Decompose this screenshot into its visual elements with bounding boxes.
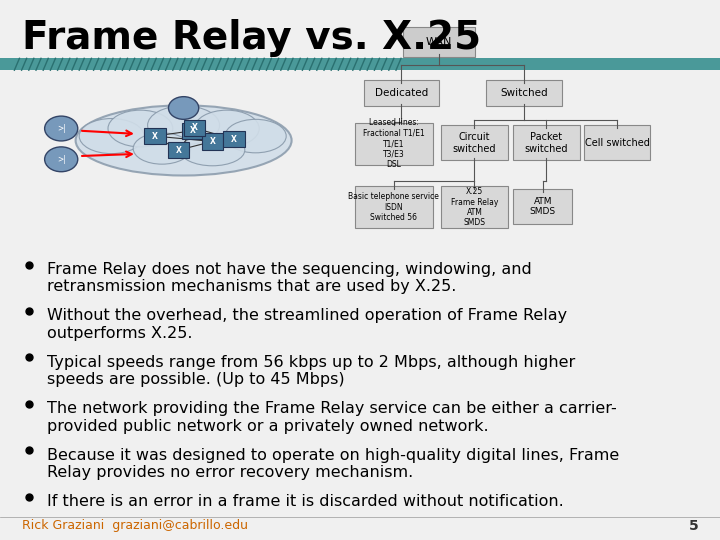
Circle shape — [45, 116, 78, 141]
FancyBboxPatch shape — [355, 186, 433, 228]
Ellipse shape — [108, 110, 173, 147]
Text: Frame Relay does not have the sequencing, windowing, and
retransmission mechanis: Frame Relay does not have the sequencing… — [47, 262, 531, 294]
Ellipse shape — [79, 118, 144, 153]
Ellipse shape — [133, 133, 191, 164]
Text: Dedicated: Dedicated — [375, 89, 428, 98]
Circle shape — [45, 147, 78, 172]
Text: >|: >| — [57, 155, 66, 164]
FancyBboxPatch shape — [168, 142, 189, 158]
FancyBboxPatch shape — [202, 133, 223, 150]
Text: X: X — [210, 137, 215, 146]
Text: X: X — [176, 146, 181, 154]
Ellipse shape — [148, 106, 220, 145]
FancyBboxPatch shape — [441, 186, 508, 228]
Ellipse shape — [76, 105, 292, 176]
Text: Basic telephone service
ISDN
Switched 56: Basic telephone service ISDN Switched 56 — [348, 192, 439, 222]
Text: ATM
SMDS: ATM SMDS — [530, 197, 556, 216]
FancyBboxPatch shape — [486, 80, 562, 106]
FancyBboxPatch shape — [223, 131, 245, 147]
Text: If there is an error in a frame it is discarded without notification.: If there is an error in a frame it is di… — [47, 494, 564, 509]
FancyBboxPatch shape — [182, 123, 204, 139]
FancyBboxPatch shape — [513, 125, 580, 160]
Text: 5: 5 — [688, 519, 698, 533]
Ellipse shape — [194, 110, 259, 147]
Text: Circuit
switched: Circuit switched — [453, 132, 496, 154]
Text: X: X — [231, 135, 237, 144]
Ellipse shape — [180, 134, 245, 166]
Text: Rick Graziani  graziani@cabrillo.edu: Rick Graziani graziani@cabrillo.edu — [22, 519, 248, 532]
FancyBboxPatch shape — [584, 125, 650, 160]
Text: Because it was designed to operate on high-quality digital lines, Frame
Relay pr: Because it was designed to operate on hi… — [47, 448, 619, 480]
Text: WAN: WAN — [426, 37, 452, 47]
Text: X: X — [192, 124, 197, 132]
Text: Typical speeds range from 56 kbps up to 2 Mbps, although higher
speeds are possi: Typical speeds range from 56 kbps up to … — [47, 355, 575, 387]
Text: X: X — [190, 126, 196, 135]
FancyBboxPatch shape — [144, 128, 166, 144]
Text: X.25
Frame Relay
ATM
SMDS: X.25 Frame Relay ATM SMDS — [451, 187, 498, 227]
Text: Without the overhead, the streamlined operation of Frame Relay
outperforms X.25.: Without the overhead, the streamlined op… — [47, 308, 567, 341]
Text: The network providing the Frame Relay service can be either a carrier-
provided : The network providing the Frame Relay se… — [47, 401, 616, 434]
Text: Cell switched: Cell switched — [585, 138, 649, 148]
FancyBboxPatch shape — [441, 125, 508, 160]
Text: Frame Relay vs. X.25: Frame Relay vs. X.25 — [22, 19, 481, 57]
Text: Leased lines:
Fractional T1/E1
T1/E1
T3/E3
DSL: Leased lines: Fractional T1/E1 T1/E1 T3/… — [363, 118, 425, 169]
FancyBboxPatch shape — [184, 120, 205, 136]
Text: Switched: Switched — [500, 89, 548, 98]
FancyBboxPatch shape — [0, 58, 720, 70]
Text: Packet
switched: Packet switched — [525, 132, 568, 154]
FancyBboxPatch shape — [403, 27, 475, 57]
FancyBboxPatch shape — [355, 123, 433, 165]
FancyBboxPatch shape — [513, 189, 572, 224]
Circle shape — [168, 97, 199, 119]
Ellipse shape — [225, 119, 287, 153]
Text: X: X — [152, 132, 158, 140]
FancyBboxPatch shape — [364, 80, 439, 106]
Text: >|: >| — [57, 124, 66, 133]
